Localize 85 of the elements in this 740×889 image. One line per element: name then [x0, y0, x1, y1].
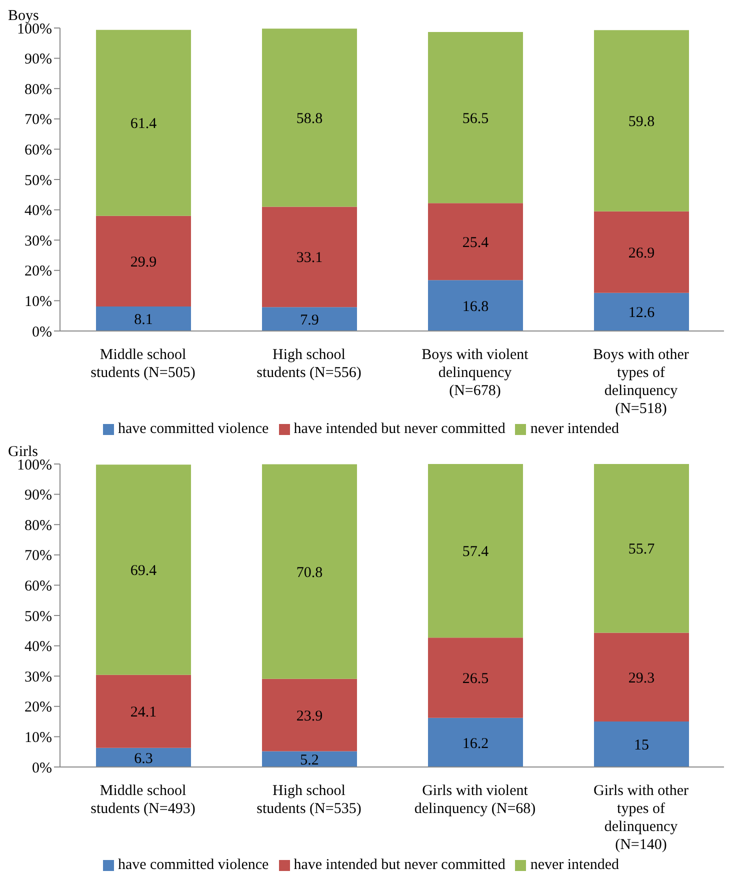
bar — [262, 206, 357, 308]
data-label: 56.5 — [462, 110, 489, 127]
y-tick-label: 10% — [24, 294, 52, 310]
bar — [428, 718, 523, 767]
legend-label: never intended — [530, 857, 620, 873]
bar — [262, 464, 357, 679]
x-tick-label: High school students (N=556) — [256, 347, 362, 381]
data-label: 26.5 — [462, 671, 489, 688]
bar — [262, 751, 357, 767]
legend-label: have committed violence — [118, 421, 269, 437]
y-tick-label: 90% — [24, 488, 52, 504]
y-tick-label: 50% — [24, 172, 52, 189]
data-label: 69.4 — [130, 563, 158, 580]
data-label: 7.9 — [300, 312, 319, 328]
data-label: 29.3 — [628, 670, 655, 686]
bar — [594, 632, 689, 722]
y-tick-label: 20% — [24, 264, 52, 280]
y-tick-label: 80% — [24, 518, 52, 534]
data-label: 58.8 — [296, 111, 323, 128]
x-tick-label: Middle school students (N=493) — [90, 783, 196, 817]
data-label: 24.1 — [130, 704, 157, 721]
bar — [96, 748, 191, 767]
y-tick-label: 30% — [24, 669, 52, 686]
data-label: 25.4 — [462, 234, 490, 251]
y-tick-label: 50% — [24, 608, 52, 625]
bar — [594, 30, 689, 212]
data-label: 15 — [634, 738, 649, 754]
bar — [594, 722, 689, 767]
data-label: 29.9 — [130, 254, 157, 270]
x-tick-label: Boys with violent delinquency (N=678) — [422, 347, 530, 399]
x-tick-label: Middle school students (N=505) — [90, 347, 196, 381]
y-tick-label: 20% — [24, 700, 52, 716]
y-tick-label: 10% — [24, 730, 52, 746]
data-label: 16.8 — [462, 298, 489, 315]
data-label: 26.9 — [628, 245, 655, 262]
bar — [428, 638, 523, 718]
x-tick-label: Boys with other types of delinquency (N=518) — [593, 347, 689, 417]
bar — [96, 30, 191, 216]
bar — [262, 678, 357, 752]
y-tick-label: 60% — [24, 578, 52, 595]
chart-title: Girls — [8, 444, 38, 460]
y-tick-label: 70% — [24, 548, 52, 564]
data-label: 70.8 — [296, 564, 323, 581]
x-tick-label: Girls with violent delinquency (N=68) — [414, 783, 536, 817]
bar — [96, 216, 191, 306]
bar — [428, 203, 523, 280]
data-label: 57.4 — [462, 544, 490, 560]
bar — [96, 674, 191, 748]
data-label: 12.6 — [628, 305, 656, 322]
chart-title: Boys — [8, 8, 39, 24]
bar — [96, 306, 191, 331]
y-tick-label: 0% — [32, 324, 52, 340]
y-tick-label: 0% — [32, 760, 52, 776]
y-tick-label: 60% — [24, 142, 52, 159]
y-tick-label: 100% — [17, 457, 52, 474]
data-label: 59.8 — [628, 114, 655, 130]
bar — [594, 211, 689, 293]
x-tick-label: High school students (N=535) — [256, 783, 362, 817]
data-label: 33.1 — [296, 250, 323, 266]
data-label: 55.7 — [628, 542, 656, 558]
data-label: 6.3 — [134, 750, 153, 767]
data-label: 5.2 — [300, 752, 319, 768]
data-label: 23.9 — [296, 708, 323, 724]
legend-label: have intended but never committed — [294, 421, 506, 437]
y-tick-label: 40% — [24, 639, 52, 656]
x-tick-label: Girls with other types of delinquency (N=140) — [594, 783, 688, 853]
data-label: 8.1 — [134, 312, 153, 328]
bar — [96, 464, 191, 675]
data-label: 16.2 — [462, 736, 489, 752]
bar — [262, 28, 357, 207]
legend-label: have committed violence — [118, 857, 269, 873]
y-tick-label: 40% — [24, 203, 52, 220]
y-tick-label: 80% — [24, 82, 52, 98]
y-tick-label: 30% — [24, 233, 52, 250]
bar — [428, 280, 523, 331]
y-tick-label: 90% — [24, 52, 52, 68]
y-tick-label: 70% — [24, 112, 52, 128]
bar — [262, 307, 357, 331]
legend-label: never intended — [530, 421, 620, 437]
data-label: 61.4 — [130, 116, 158, 132]
bar — [428, 32, 523, 204]
bar — [594, 292, 689, 331]
bar — [428, 464, 523, 638]
bar — [594, 464, 689, 633]
legend-label: have intended but never committed — [294, 857, 506, 873]
